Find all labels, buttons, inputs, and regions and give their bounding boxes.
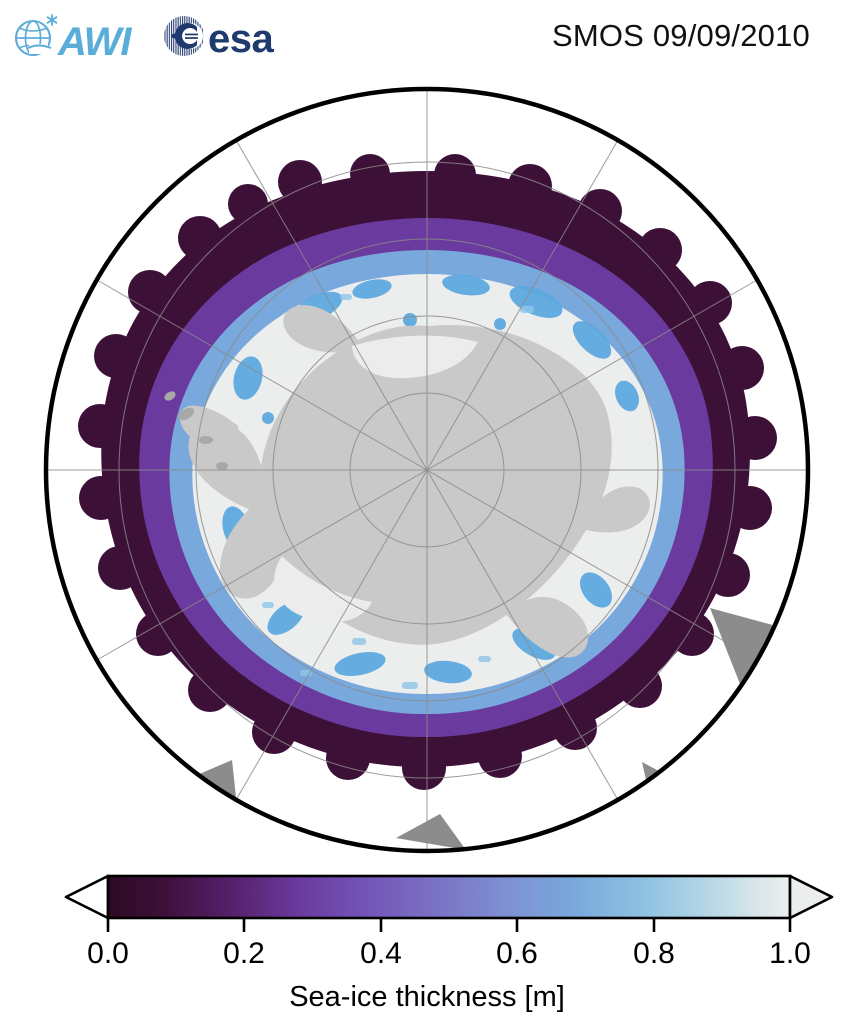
colorbar-tick-label-5: 1.0	[769, 937, 811, 970]
awi-wordmark: AWI	[57, 20, 132, 62]
esa-globe-icon	[164, 16, 204, 56]
awi-snowflake-icon	[46, 14, 58, 26]
land-tip-bottom	[396, 814, 466, 850]
colorbar-extend-low	[64, 874, 110, 920]
esa-logo: esa	[164, 16, 275, 61]
colorbar-label: Sea-ice thickness [m]	[289, 981, 565, 1013]
esa-wordmark: esa	[208, 17, 274, 61]
polar-map	[0, 78, 854, 864]
graticule	[46, 89, 808, 851]
header: AWI esa SMOS 09/09/2010	[0, 0, 854, 80]
peninsula-islands	[164, 391, 228, 470]
colorbar-extend-high	[788, 874, 834, 920]
antarctic-peninsula	[179, 405, 240, 450]
colorbar-tick-label-3: 0.6	[496, 937, 538, 970]
colorbar-tick-label-2: 0.4	[360, 937, 402, 970]
map-boundary-circle	[43, 86, 811, 854]
land-tip-se	[710, 608, 806, 684]
colorbar: 0.0 0.2 0.4 0.6 0.8 1.0 Sea-ice thicknes…	[0, 866, 854, 1026]
colorbar-ticks	[106, 918, 792, 932]
page-title: SMOS 09/09/2010	[551, 18, 810, 53]
awi-globe-icon	[14, 19, 52, 57]
longitude-spokes	[46, 89, 808, 851]
colorbar-tick-label-0: 0.0	[87, 937, 129, 970]
colorbar-tick-label-4: 0.8	[633, 937, 675, 970]
colorbar-gradient	[106, 874, 792, 920]
colorbar-tick-label-1: 0.2	[223, 937, 265, 970]
ice-shelves	[274, 335, 478, 623]
thin-ice-flecks	[262, 294, 534, 689]
awi-logo: AWI	[14, 14, 133, 62]
land-tip-s	[642, 762, 706, 824]
